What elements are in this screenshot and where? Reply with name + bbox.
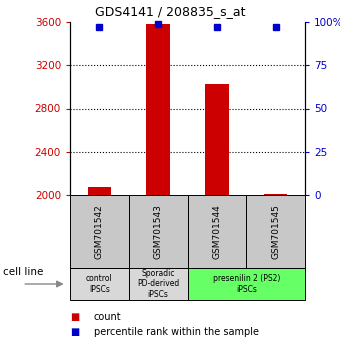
- Text: Sporadic
PD-derived
iPSCs: Sporadic PD-derived iPSCs: [137, 269, 179, 299]
- Bar: [70, 195, 129, 268]
- Text: GSM701545: GSM701545: [271, 204, 280, 259]
- Bar: [129, 195, 187, 268]
- Text: presenilin 2 (PS2)
iPSCs: presenilin 2 (PS2) iPSCs: [212, 274, 280, 294]
- Text: GSM701543: GSM701543: [154, 204, 163, 259]
- Bar: [129, 268, 187, 300]
- Text: GSM701544: GSM701544: [212, 204, 221, 259]
- Text: control
IPSCs: control IPSCs: [86, 274, 113, 294]
- Bar: [205, 84, 228, 195]
- Bar: [88, 187, 111, 195]
- Text: cell line: cell line: [3, 267, 44, 276]
- Text: GSM701542: GSM701542: [95, 204, 104, 259]
- Bar: [246, 195, 305, 268]
- Bar: [147, 24, 170, 195]
- Text: GDS4141 / 208835_s_at: GDS4141 / 208835_s_at: [95, 5, 245, 18]
- Bar: [264, 194, 287, 195]
- Bar: [187, 268, 305, 300]
- Bar: [70, 268, 129, 300]
- Text: count: count: [94, 312, 121, 321]
- Text: ■: ■: [70, 312, 79, 321]
- Text: percentile rank within the sample: percentile rank within the sample: [94, 327, 259, 337]
- Bar: [187, 195, 246, 268]
- Text: ■: ■: [70, 327, 79, 337]
